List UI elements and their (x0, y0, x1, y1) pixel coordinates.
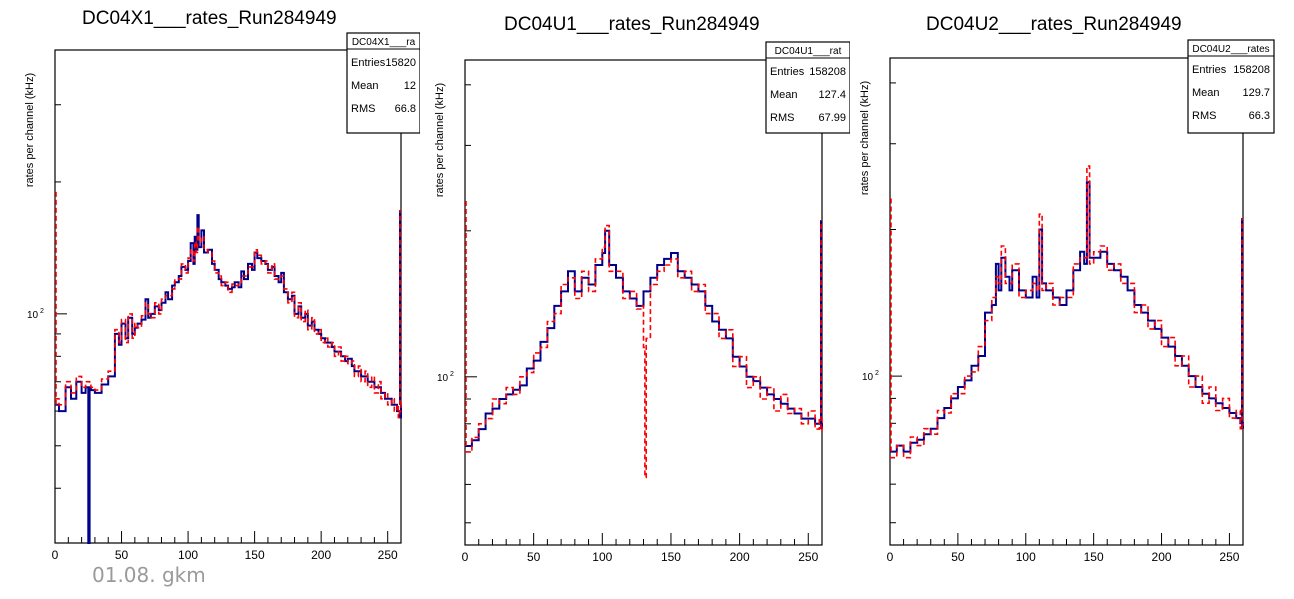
stats-rms-value: 66.8 (395, 103, 416, 115)
x-tick-label: 150 (661, 550, 681, 564)
stats-rms-value: 67.99 (818, 112, 846, 124)
stats-name: DC04U2___rates (1192, 44, 1269, 55)
stats-mean-value: 127.4 (818, 89, 846, 101)
chart-svg: 10 2 0 50 100 150 200 250 rates per channel (kHz… (859, 39, 1275, 564)
x-tick-label: 250 (798, 550, 818, 564)
chart-panel-dc04u1: DC04U1___rates_Run284949 10 2 0 50 100 150 200… (420, 0, 850, 580)
x-tick-label: 100 (178, 548, 198, 560)
stats-box: DC04U1___rat Entries 158208 Mean 127.4 RMS 67.… (765, 41, 850, 134)
stats-box-frame (765, 41, 850, 134)
x-tick-label: 100 (1016, 550, 1036, 564)
x-tick-label: 100 (592, 550, 612, 564)
stats-entries-value: 158208 (809, 66, 846, 78)
chart-panel-dc04x1: DC04X1___rates_Run284949 10 2 0 50 100 150 200… (0, 0, 420, 560)
stats-entries-label: Entries (351, 57, 386, 69)
x-tick-label: 0 (887, 550, 894, 564)
chart-title: DC04U1___rates_Run284949 (504, 14, 760, 35)
x-tick-label: 150 (1084, 550, 1104, 564)
stats-box: DC04X1___ra Entries 15820 Mean 12 RMS 66.8 (346, 32, 420, 134)
stats-rms-label: RMS (1192, 110, 1216, 122)
stats-name: DC04X1___ra (352, 37, 416, 48)
chart-title: DC04X1___rates_Run284949 (82, 8, 337, 29)
stats-box: DC04U2___rates Entries 158208 Mean 129.7 RMS 6… (1187, 39, 1275, 134)
stats-mean-value: 129.7 (1242, 87, 1270, 99)
stats-entries-label: Entries (770, 66, 805, 78)
chart-svg: 10 2 0 50 100 150 200 250 rates per channel (kHz… (24, 32, 420, 560)
x-tick-label: 150 (245, 548, 265, 560)
stats-mean-label: Mean (1192, 87, 1220, 99)
stats-rms-label: RMS (351, 103, 375, 115)
series-red-dashed (890, 165, 1244, 459)
y-tick-label-exponent: 2 (875, 370, 879, 377)
x-tick-label: 50 (951, 550, 965, 564)
x-tick-label: 200 (311, 548, 331, 560)
stats-rms-label: RMS (770, 112, 794, 124)
chart-panel-dc04u2: DC04U2___rates_Run284949 10 2 0 50 100 150 200… (850, 0, 1294, 570)
series-red-dashed (55, 226, 402, 419)
series-red-dashed (465, 224, 823, 479)
stats-entries-value: 15820 (385, 57, 416, 69)
stats-mean-label: Mean (770, 89, 798, 101)
stats-entries-value: 158208 (1233, 64, 1270, 76)
x-tick-label: 50 (115, 548, 129, 560)
stats-mean-value: 12 (404, 80, 416, 92)
x-tick-label: 50 (527, 550, 541, 564)
chart-svg: 10 2 0 50 100 150 200 250 rates per channel (kHz… (434, 41, 850, 564)
y-tick-label: 10 (437, 373, 449, 384)
stats-name: DC04U1___rat (775, 46, 842, 57)
x-tick-label: 0 (462, 550, 469, 564)
y-tick-label-exponent: 2 (450, 371, 454, 378)
y-tick-label: 10 (862, 372, 874, 383)
y-axis-label: rates per channel (kHz) (434, 83, 446, 197)
stats-entries-label: Entries (1192, 64, 1227, 76)
x-tick-label: 250 (378, 548, 398, 560)
y-axis-label: rates per channel (kHz) (859, 81, 871, 195)
stats-rms-value: 66.3 (1249, 110, 1270, 122)
stats-mean-label: Mean (351, 80, 379, 92)
x-tick-label: 0 (52, 548, 59, 560)
footer-note: 01.08. gkm (92, 563, 206, 587)
x-tick-label: 200 (1152, 550, 1172, 564)
x-tick-label: 200 (730, 550, 750, 564)
y-tick-label: 10 (27, 310, 39, 321)
y-axis-label: rates per channel (kHz) (24, 73, 36, 187)
chart-title: DC04U2___rates_Run284949 (926, 14, 1182, 35)
y-tick-label-exponent: 2 (40, 308, 44, 315)
stats-box-frame (346, 32, 420, 134)
x-tick-label: 250 (1219, 550, 1239, 564)
